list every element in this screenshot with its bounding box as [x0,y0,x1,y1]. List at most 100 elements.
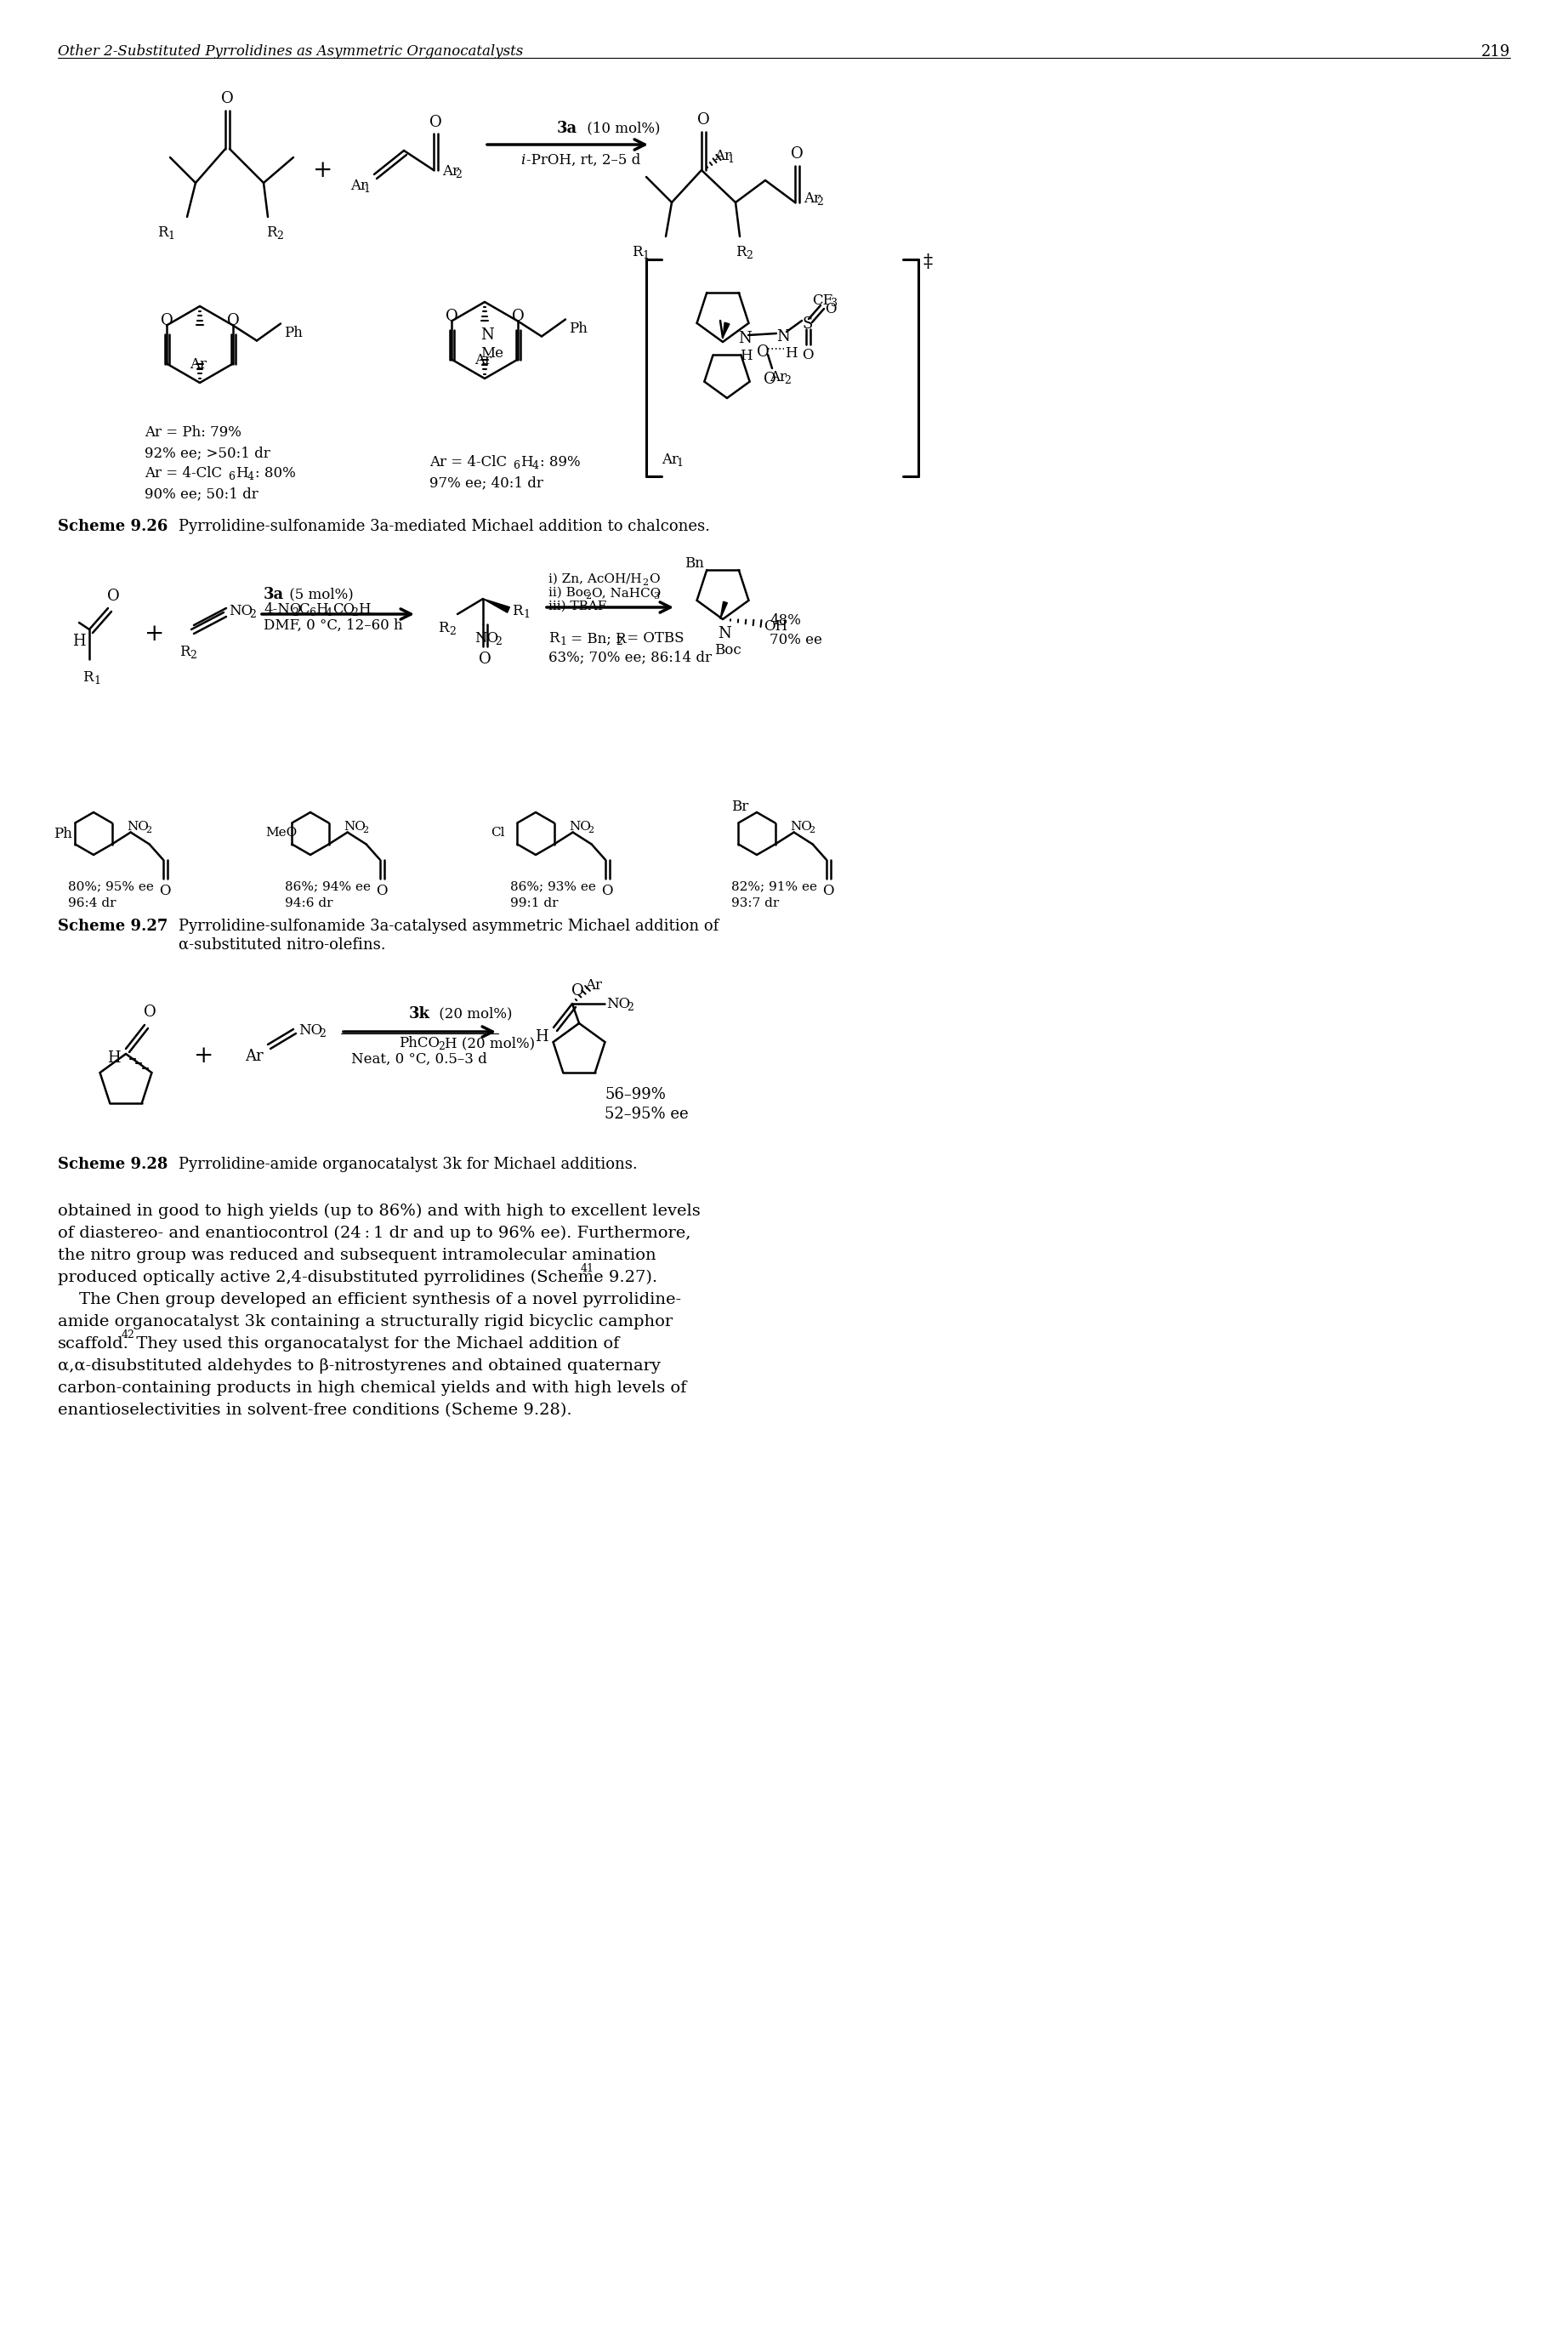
Text: 4: 4 [326,607,332,618]
Text: scaffold.: scaffold. [58,1335,129,1352]
Text: 2: 2 [585,592,591,600]
Text: R: R [549,630,560,647]
Text: O: O [158,884,171,898]
Text: α,α-disubstituted aldehydes to β-nitrostyrenes and obtained quaternary: α,α-disubstituted aldehydes to β-nitrost… [58,1359,660,1373]
Text: i) Zn, AcOH/H: i) Zn, AcOH/H [549,574,641,585]
Text: They used this organocatalyst for the Michael addition of: They used this organocatalyst for the Mi… [132,1335,619,1352]
Text: O: O [107,588,119,604]
Text: O: O [790,146,803,162]
Text: O: O [822,884,834,898]
Text: 6: 6 [309,607,315,618]
Text: (20 mol%): (20 mol%) [434,1006,513,1020]
Text: Boc: Boc [715,644,742,658]
Text: enantioselectivities in solvent-free conditions (Scheme 9.28).: enantioselectivities in solvent-free con… [58,1404,572,1418]
Text: Neat, 0 °C, 0.5–3 d: Neat, 0 °C, 0.5–3 d [351,1053,488,1067]
Text: 52–95% ee: 52–95% ee [605,1107,688,1121]
Text: 2: 2 [495,637,502,647]
Text: ‡: ‡ [922,252,931,270]
Text: 70% ee: 70% ee [770,632,822,647]
Text: O: O [227,313,240,327]
Text: Scheme 9.27: Scheme 9.27 [58,919,168,933]
Text: 94:6 dr: 94:6 dr [285,898,332,910]
Text: R: R [735,245,746,259]
Text: R: R [179,644,190,658]
Text: 2: 2 [784,376,790,386]
Text: ii) Boc: ii) Boc [549,588,591,600]
Text: 1: 1 [94,675,100,686]
Text: H: H [786,346,797,360]
Text: Ar: Ar [585,978,602,992]
Text: Ar: Ar [770,369,787,386]
Text: 2: 2 [276,230,284,242]
Text: R: R [511,604,522,618]
Text: 1: 1 [560,637,566,647]
Text: H: H [740,348,753,362]
Text: carbon-containing products in high chemical yields and with high levels of: carbon-containing products in high chemi… [58,1380,687,1396]
Text: H: H [315,602,328,616]
Text: 2: 2 [318,1027,326,1039]
Text: Other 2-Substituted Pyrrolidines as Asymmetric Organocatalysts: Other 2-Substituted Pyrrolidines as Asym… [58,45,524,59]
Text: O: O [825,301,836,317]
Text: +: + [144,623,165,647]
Text: Scheme 9.28: Scheme 9.28 [58,1157,168,1173]
Text: N: N [480,327,494,343]
Text: Scheme 9.26: Scheme 9.26 [58,520,168,534]
Text: 97% ee; 40:1 dr: 97% ee; 40:1 dr [430,475,543,489]
Text: Ar: Ar [190,357,207,371]
Text: 2: 2 [437,1041,445,1053]
Text: H: H [107,1051,121,1065]
Text: 86%; 94% ee: 86%; 94% ee [285,879,370,893]
Text: N: N [776,329,790,346]
Text: 2: 2 [190,649,196,661]
Text: 1: 1 [168,230,174,242]
Text: 6: 6 [513,461,519,470]
Text: S: S [801,317,812,331]
Text: 3a: 3a [263,588,284,602]
Text: 4-NO: 4-NO [263,602,301,616]
Text: R: R [267,226,278,240]
Text: 3: 3 [831,299,837,308]
Text: H (20 mol%): H (20 mol%) [445,1037,535,1051]
Text: O: O [221,92,234,106]
Text: H: H [358,602,370,616]
Text: O, NaHCO: O, NaHCO [591,588,662,600]
Text: CO: CO [332,602,354,616]
Text: 86%; 93% ee: 86%; 93% ee [510,879,596,893]
Text: H: H [521,456,533,470]
Text: 96:4 dr: 96:4 dr [67,898,116,910]
Text: 219: 219 [1480,45,1510,59]
Text: R: R [157,226,168,240]
Text: -PrOH, rt, 2–5 d: -PrOH, rt, 2–5 d [527,153,640,167]
Text: 4: 4 [532,461,539,470]
Text: 4: 4 [248,470,254,482]
Text: R: R [632,245,643,259]
Text: The Chen group developed an efficient synthesis of a novel pyrrolidine-: The Chen group developed an efficient sy… [58,1293,681,1307]
Text: 2: 2 [627,1002,633,1013]
Text: : 80%: : 80% [256,465,296,480]
Text: Ar = 4-ClC: Ar = 4-ClC [430,456,506,470]
Text: Ph: Ph [53,828,72,842]
Text: 99:1 dr: 99:1 dr [510,898,558,910]
Text: DMF, 0 °C, 12–60 h: DMF, 0 °C, 12–60 h [263,618,403,632]
Text: O: O [601,884,613,898]
Text: R: R [83,670,93,684]
Text: Ar: Ar [442,165,459,179]
Text: produced optically active 2,4-disubstituted pyrrolidines (Scheme 9.27).: produced optically active 2,4-disubstitu… [58,1270,657,1286]
Text: Pyrrolidine-sulfonamide 3a-mediated Michael addition to chalcones.: Pyrrolidine-sulfonamide 3a-mediated Mich… [179,520,710,534]
Text: O: O [764,371,776,388]
Text: = Bn; R: = Bn; R [566,630,626,647]
Text: 2: 2 [746,249,753,261]
Text: 1: 1 [728,153,734,165]
Text: Ar: Ar [715,148,731,162]
Text: 80%; 95% ee: 80%; 95% ee [67,879,154,893]
Text: H: H [235,465,248,480]
Text: NO: NO [298,1023,323,1037]
Text: Bn: Bn [685,557,704,571]
Text: 2: 2 [351,607,358,618]
Text: H: H [72,635,86,649]
Text: of diastereo- and enantiocontrol (24 : 1 dr and up to 96% ee). Furthermore,: of diastereo- and enantiocontrol (24 : 1… [58,1225,691,1241]
Text: O: O [376,884,387,898]
Text: 2: 2 [292,607,298,618]
Text: 48%: 48% [770,614,801,628]
Text: 2: 2 [809,825,815,835]
